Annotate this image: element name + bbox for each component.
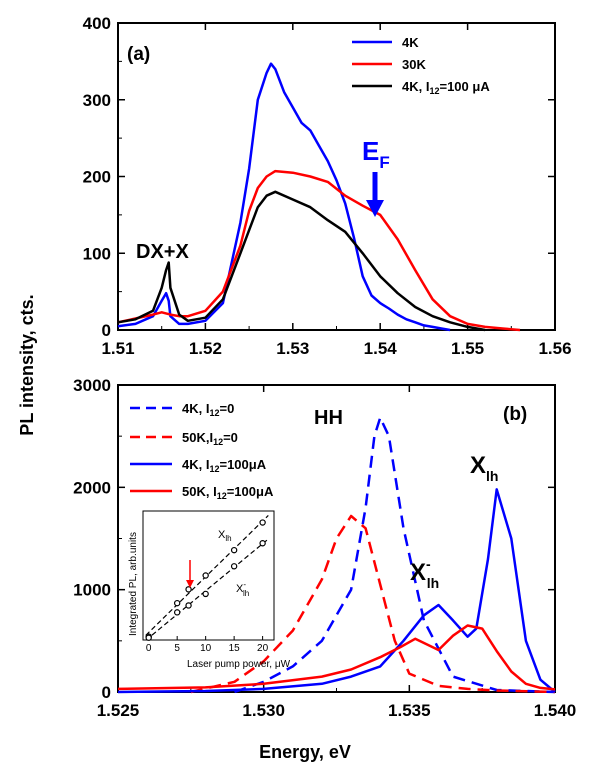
inset-point-0 [259,519,266,526]
panel-a-ytick-label: 300 [83,91,111,110]
dx-x-annotation: DX+X [136,241,189,263]
inset-content: 0 5 10 15 20 [145,515,269,654]
inset-xlh-label: Xlh [218,529,232,543]
inset-xtick-label: 10 [200,643,212,654]
fermi-energy-annotation: EF [362,136,390,217]
panel-b-xtick-label: 1.530 [242,701,285,720]
inset-xtick-label: 0 [146,643,152,654]
panel-a-ytick-label: 400 [83,14,111,33]
inset-point-0 [230,546,238,554]
panel-b-ytick-label: 1000 [73,581,111,600]
panel-b-label: (b) [503,404,527,425]
panel-b-xtick-label: 1.525 [97,701,140,720]
panel-a-series [117,62,521,332]
legend-a-4k-i12-label: 4K, I12=100 μA [402,79,490,96]
panel-b-series-line-1 [190,514,556,694]
inset-fit-line-0 [145,515,269,636]
panel-b-series-line-3 [117,624,556,691]
inset-fit-line-1 [145,538,269,641]
panel-a-ytick-label: 200 [83,168,111,187]
panel-b-series-line-0 [234,416,556,694]
y-axis-title: PL intensity, cts. [17,294,37,435]
inset-arrow-head [186,580,194,588]
legend-b-50k-i100-label: 50K, I12=100μA [182,484,274,501]
xlh-annotation: Xlh [470,452,498,484]
hh-annotation: HH [314,407,343,429]
panel-a-series-line-0 [117,62,451,332]
inset-xminus-lh-label: X-lh [236,580,249,598]
inset-plot: 0 5 10 15 20 Laser pump power, μW Integrated… [128,510,291,670]
inset-xtick-label: 5 [174,643,180,654]
legend-a-4k-label: 4K [402,35,419,50]
legend-b-4k-i0-label: 4K, I12=0 [182,401,234,418]
inset-point-1 [259,540,266,547]
panel-b-xtick-label: 1.540 [534,701,577,720]
panel-a-xtick-label: 1.54 [364,339,398,358]
inset-point-1 [185,602,192,609]
panel-a-frame [117,22,556,331]
inset-xlabel: Laser pump power, μW [187,659,291,670]
inset-point-0 [185,586,192,593]
panel-a-ytick-label: 100 [83,244,111,263]
panel-b: 1.525 1.530 1.535 1.540 0 1000 2000 3000 (b) 4K… [73,376,576,720]
inset-point-0 [173,599,181,607]
panel-a-ticks: 1.51 1.52 1.53 1.54 1.55 1.56 0 100 200 300 400 [83,14,572,358]
inset-point-1 [173,609,181,616]
panel-a-series-line-1 [117,169,521,332]
panel-b-series [117,416,556,694]
panel-a-series-line-2 [117,190,486,332]
ef-arrow-head [366,200,384,217]
panel-b-ytick-label: 0 [102,683,111,702]
panel-a: 1.51 1.52 1.53 1.54 1.55 1.56 0 100 200 300 400 (a… [83,14,572,358]
panel-a-legend: 4K 30K 4K, I12=100 μA [352,35,490,96]
inset-xtick-label: 15 [229,643,241,654]
inset-point-1 [230,563,238,570]
panel-a-xtick-label: 1.51 [101,339,134,358]
inset-ylabel: Integrated PL, arb.units [128,532,139,636]
xminus-lh-annotation: X-lh [410,556,439,591]
panel-b-xtick-label: 1.535 [388,701,431,720]
legend-b-50k-i0-label: 50K,I12=0 [182,430,238,447]
panel-a-xtick-label: 1.53 [276,339,309,358]
x-axis-title: Energy, eV [259,742,351,762]
inset-point-1 [145,634,152,641]
panel-b-ytick-label: 3000 [73,376,111,395]
panel-b-ticks: 1.525 1.530 1.535 1.540 0 1000 2000 3000 [73,376,576,720]
ef-label: EF [362,136,390,172]
legend-b-4k-i100-label: 4K, I12=100μA [182,457,267,474]
panel-a-ytick-label: 0 [102,321,111,340]
panel-b-ytick-label: 2000 [73,478,111,497]
inset-xtick-label: 20 [257,643,269,654]
panel-a-xtick-label: 1.56 [538,339,571,358]
panel-b-legend: 4K, I12=0 50K,I12=0 4K, I12=100μA 50K, I… [130,401,274,501]
panel-a-xtick-label: 1.55 [451,339,484,358]
panel-a-xtick-label: 1.52 [189,339,222,358]
inset-point-1 [202,590,209,598]
panel-b-series-line-2 [117,488,556,694]
inset-point-0 [202,572,209,579]
panel-a-label: (a) [127,44,150,65]
legend-a-30k-label: 30K [402,57,426,72]
